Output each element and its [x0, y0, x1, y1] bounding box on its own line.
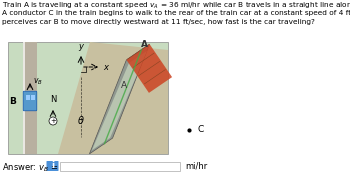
Bar	[23, 42, 25, 154]
Bar	[8, 42, 168, 154]
Text: C: C	[197, 125, 204, 134]
Bar	[23, 42, 37, 154]
Text: A: A	[120, 81, 127, 89]
Polygon shape	[58, 42, 168, 154]
Text: mi/hr: mi/hr	[185, 162, 207, 171]
FancyBboxPatch shape	[47, 161, 58, 171]
Text: Train A is traveling at a constant speed $v_A$ = 36 mi/hr while car B travels in: Train A is traveling at a constant speed…	[2, 1, 350, 11]
Circle shape	[49, 117, 57, 125]
Text: Answer: $v_B$ =: Answer: $v_B$ =	[2, 162, 59, 175]
Bar	[26, 95, 29, 100]
Polygon shape	[126, 44, 172, 93]
Text: $\theta$: $\theta$	[77, 114, 85, 126]
Text: $v_B$: $v_B$	[33, 77, 43, 87]
Text: x: x	[103, 63, 108, 72]
Text: i: i	[51, 162, 54, 171]
FancyBboxPatch shape	[23, 91, 37, 111]
Text: A: A	[140, 40, 147, 49]
Text: +: +	[50, 118, 56, 124]
Polygon shape	[92, 51, 147, 150]
Bar	[30, 95, 35, 100]
Text: N: N	[50, 95, 56, 104]
Text: A conductor C in the train begins to walk to the rear of the train car at a cons: A conductor C in the train begins to wal…	[2, 10, 350, 16]
Text: y: y	[78, 42, 84, 51]
Polygon shape	[90, 44, 149, 154]
Text: perceives car B to move directly westward at 11 ft/sec, how fast is the car trav: perceives car B to move directly westwar…	[2, 19, 315, 25]
Text: B: B	[9, 96, 16, 106]
Bar	[60, 162, 180, 171]
